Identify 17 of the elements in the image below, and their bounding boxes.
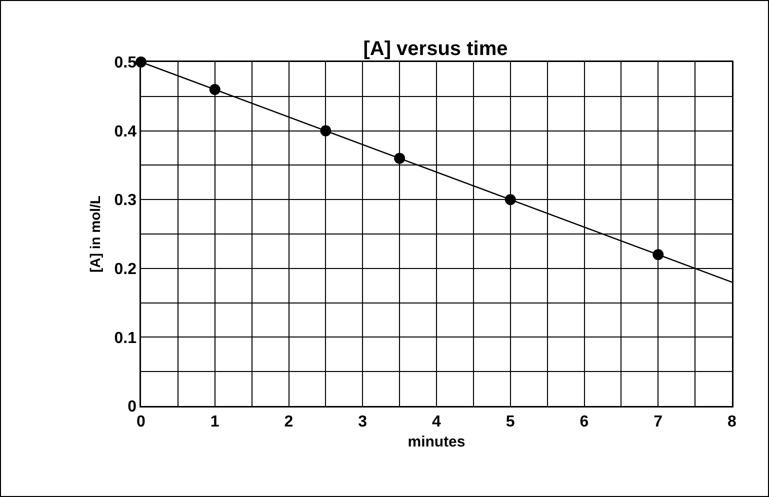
x-tick-label: 7 xyxy=(654,414,663,430)
x-tick-label: 2 xyxy=(284,414,294,430)
y-tick-label: 0.5 xyxy=(114,54,137,72)
x-axis-title: minutes xyxy=(408,433,466,450)
x-tick-label: 1 xyxy=(210,414,220,430)
x-tick-label: 3 xyxy=(358,414,368,430)
y-tick-label: 0.1 xyxy=(114,330,137,347)
y-tick-label: 0 xyxy=(128,398,137,416)
chart-title: [A] versus time xyxy=(363,38,508,60)
y-tick-label: 0.3 xyxy=(114,192,137,210)
x-tick-label: 8 xyxy=(728,414,737,430)
y-tick-label: 0.4 xyxy=(114,123,137,140)
y-tick-label: 0.2 xyxy=(114,261,137,278)
x-tick-label: 4 xyxy=(432,414,442,430)
x-tick-label: 6 xyxy=(580,414,589,430)
y-axis-title: [A] in mol/L xyxy=(87,195,103,272)
x-tick-label: 5 xyxy=(506,414,515,430)
